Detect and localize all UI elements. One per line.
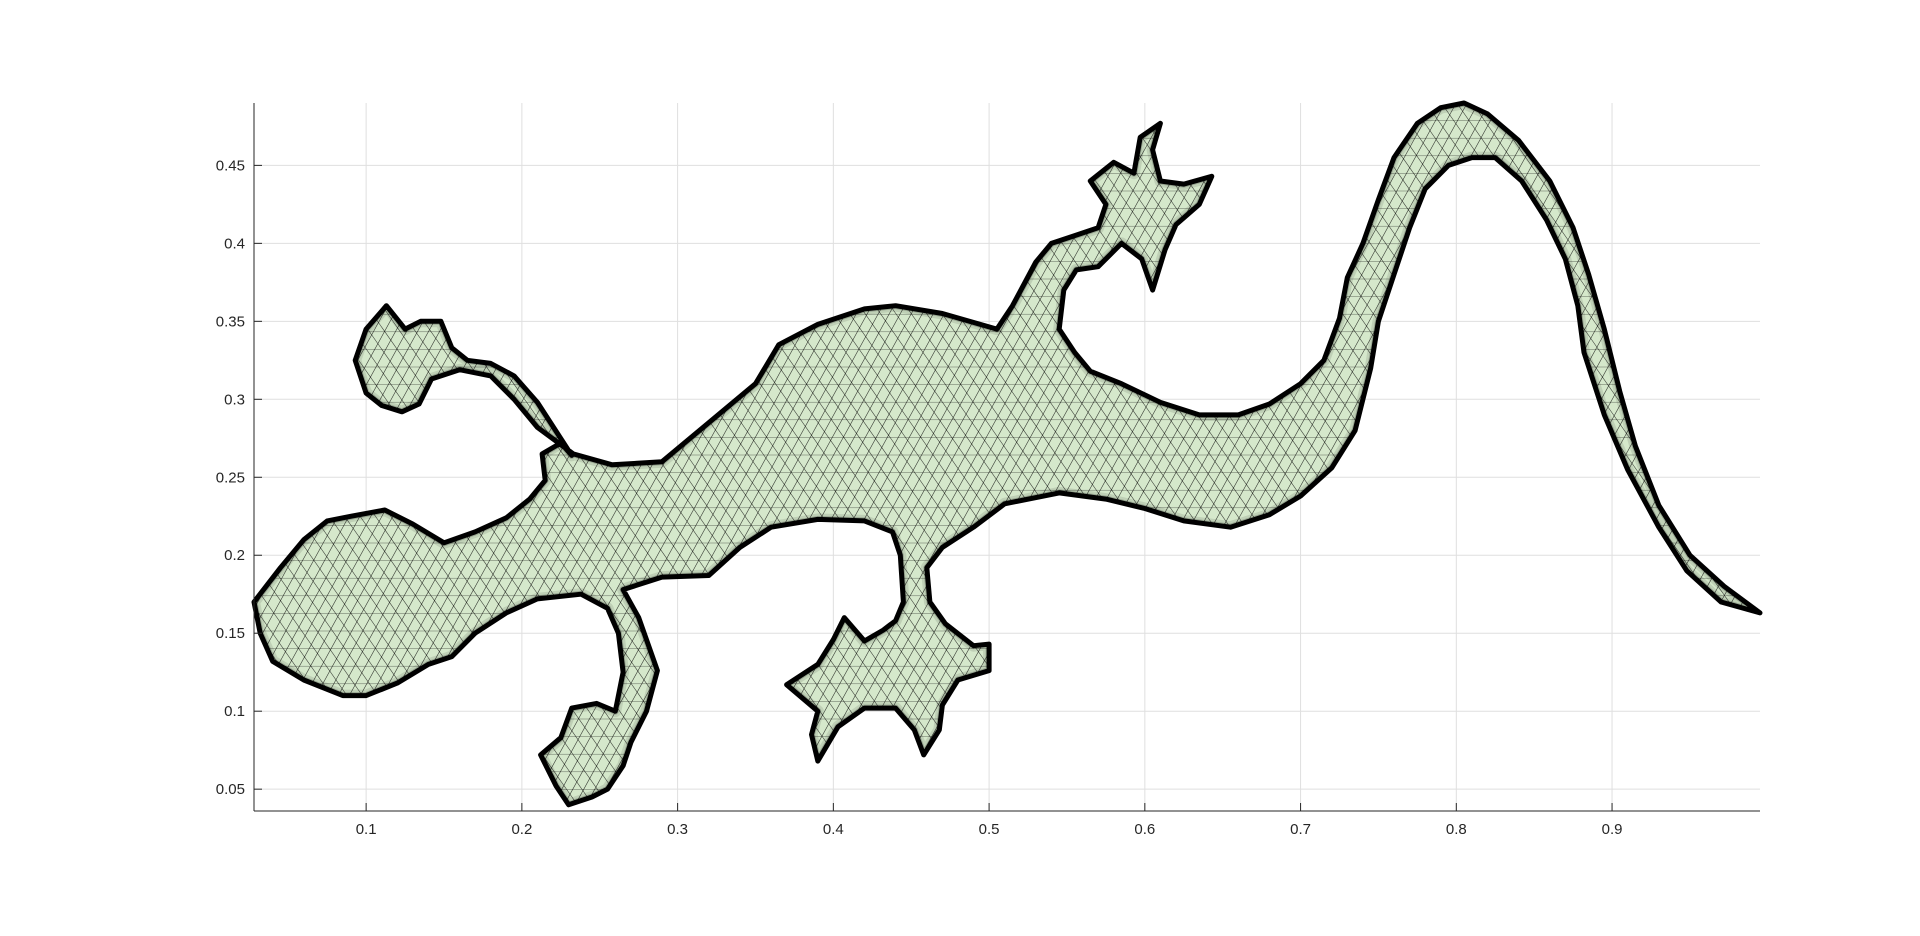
x-tick-label: 0.7 bbox=[1290, 821, 1311, 838]
y-tick-label: 0.15 bbox=[216, 625, 245, 642]
lizard-mesh bbox=[251, 100, 1763, 808]
x-tick-label: 0.8 bbox=[1446, 821, 1467, 838]
y-tick-label: 0.25 bbox=[216, 469, 245, 486]
y-tick-label: 0.3 bbox=[224, 391, 245, 408]
y-tick-label: 0.1 bbox=[224, 703, 245, 720]
plot-axes: 0.1 0.2 0.3 0.4 0.5 0.6 0.7 0.8 0.9 0.050.10.150… bbox=[216, 100, 1763, 838]
x-tick-label: 0.4 bbox=[823, 821, 844, 838]
y-tick-label: 0.45 bbox=[216, 157, 245, 174]
x-tick-label: 0.1 bbox=[356, 821, 377, 838]
x-axis-ticks: 0.1 0.2 0.3 0.4 0.5 0.6 0.7 0.8 0.9 bbox=[356, 803, 1623, 838]
x-tick-label: 0.9 bbox=[1602, 821, 1623, 838]
y-tick-label: 0.35 bbox=[216, 313, 245, 330]
y-tick-label: 0.2 bbox=[224, 547, 245, 564]
y-axis-ticks: 0.05 0.1 0.15 0.2 0.25 0.3 0.35 0.4 0.45 bbox=[216, 157, 262, 798]
x-tick-label: 0.6 bbox=[1134, 821, 1155, 838]
y-tick-label: 0.4 bbox=[224, 235, 245, 252]
y-tick-label: 0.05 bbox=[216, 781, 245, 798]
x-tick-label: 0.3 bbox=[667, 821, 688, 838]
mesh-boundary bbox=[251, 100, 1763, 808]
x-tick-label: 0.5 bbox=[979, 821, 1000, 838]
x-tick-label: 0.2 bbox=[511, 821, 532, 838]
mesh-surface bbox=[254, 103, 1760, 805]
